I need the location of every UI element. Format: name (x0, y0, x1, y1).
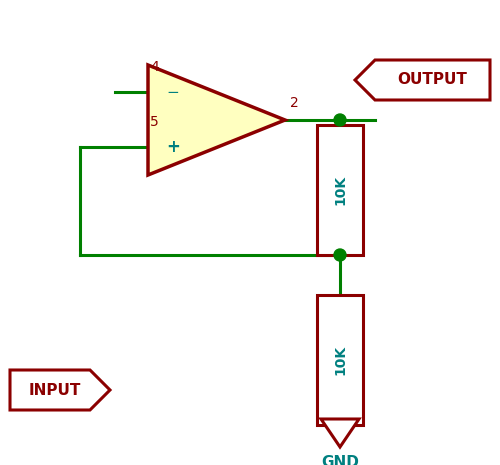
Circle shape (334, 114, 346, 126)
Polygon shape (355, 60, 490, 100)
Text: 10K: 10K (333, 345, 347, 375)
Text: GND: GND (321, 455, 359, 465)
Text: +: + (166, 139, 180, 157)
Text: 2: 2 (290, 96, 299, 110)
Polygon shape (10, 370, 110, 410)
Text: 5: 5 (150, 115, 159, 129)
Polygon shape (317, 125, 363, 255)
Polygon shape (317, 295, 363, 425)
Text: INPUT: INPUT (29, 383, 81, 398)
Circle shape (334, 249, 346, 261)
Polygon shape (321, 419, 359, 447)
Text: 4: 4 (150, 60, 159, 74)
Text: −: − (166, 85, 179, 100)
Text: 10K: 10K (333, 175, 347, 205)
Polygon shape (148, 65, 285, 175)
Text: OUTPUT: OUTPUT (397, 73, 467, 87)
